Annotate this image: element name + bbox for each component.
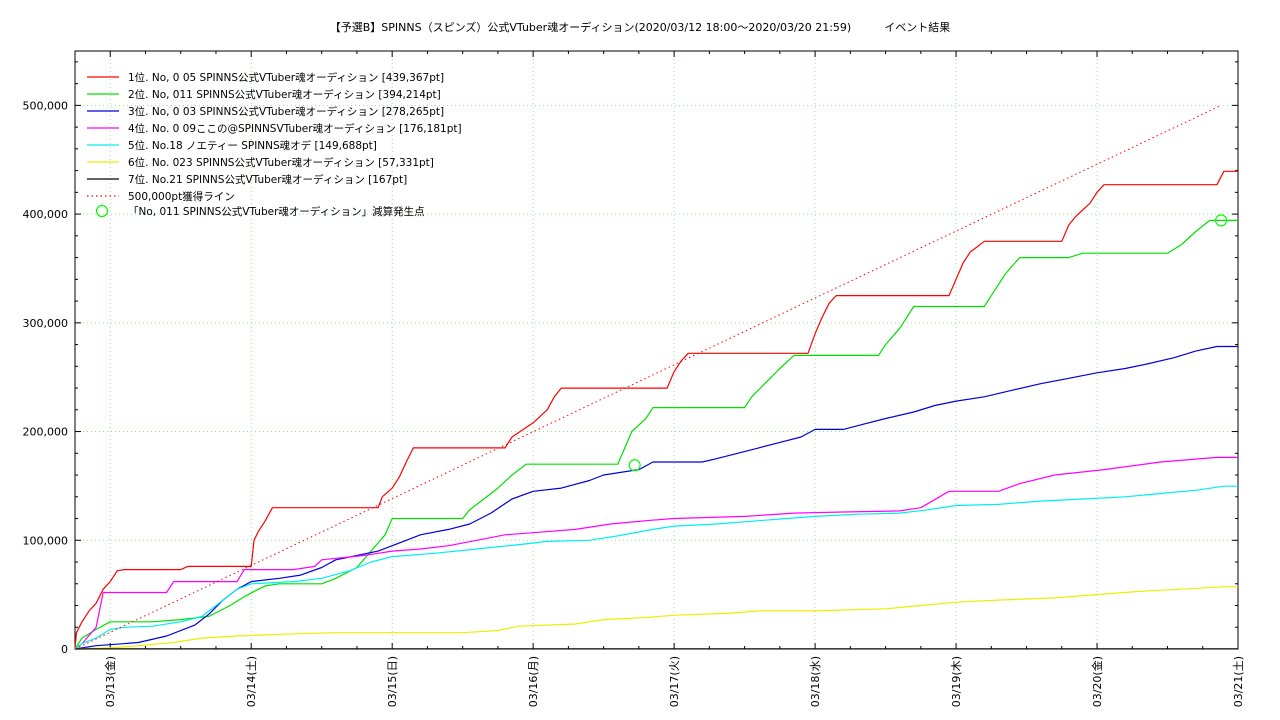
x-tick-label: 03/17(火)	[668, 656, 681, 707]
x-tick-label: 03/13(金)	[103, 656, 117, 707]
legend-label: 500,000pt獲得ライン	[128, 190, 235, 203]
series	[74, 104, 1239, 650]
legend-label: 7位. No.21 SPINNS公式VTuber魂オーディション [167pt]	[128, 173, 407, 186]
x-tick-label: 03/20(金)	[1090, 656, 1104, 707]
legend-marker-swatch	[95, 204, 109, 218]
legend-label: 3位. No, 0 03 SPINNS公式VTuber魂オーディション [278…	[128, 105, 444, 118]
x-tick-label: 03/14(土)	[245, 656, 258, 707]
decrease-marker	[1214, 214, 1228, 227]
legend-label: 「No, 011 SPINNS公式VTuber魂オーディション」減算発生点	[128, 205, 425, 218]
x-tick-label: 03/21(土)	[1232, 656, 1245, 707]
decrease-marker	[628, 459, 641, 472]
y-tick-label: 400,000	[23, 208, 69, 221]
x-tick-label: 03/16(月)	[527, 656, 540, 707]
x-tick-label: 03/18(水)	[809, 656, 822, 707]
x-tick-label: 03/19(木)	[950, 656, 963, 707]
legend-label: 2位. No, 011 SPINNS公式VTuber魂オーディション [394,…	[128, 88, 441, 101]
y-tick-label: 100,000	[23, 534, 69, 547]
series-line-4	[74, 456, 1238, 650]
series-line-5	[74, 485, 1238, 650]
chart-title: 【予選B】SPINNS（スピンズ）公式VTuber魂オーディション(2020/0…	[329, 21, 951, 34]
y-tick-label: 300,000	[23, 317, 69, 330]
legend-label: 6位. No. 023 SPINNS公式VTuber魂オーディション [57,3…	[128, 156, 434, 169]
series-line-8	[74, 104, 1222, 650]
legend-label: 4位. No. 0 09ここの@SPINNSVTuber魂オーディション [17…	[128, 122, 462, 135]
decrease-markers	[628, 214, 1228, 472]
y-tick-label: 500,000	[23, 99, 69, 112]
legend-label: 5位. No.18 ノエティー SPINNS魂オデ [149,688pt]	[128, 139, 377, 152]
series-line-1	[74, 170, 1238, 650]
y-tick-label: 0	[61, 643, 68, 656]
y-tick-label: 200,000	[23, 426, 69, 439]
x-tick-label: 03/15(日)	[386, 656, 399, 707]
legend: 1位. No, 0 05 SPINNS公式VTuber魂オーディション [439…	[87, 71, 462, 218]
axis-ticks: 0 100,000 200,000 300,000 400,000 500,000 03/1…	[23, 51, 1245, 707]
series-line-3	[74, 345, 1238, 650]
legend-label: 1位. No, 0 05 SPINNS公式VTuber魂オーディション [439…	[128, 71, 444, 84]
series-line-6	[74, 586, 1238, 650]
series-line-2	[74, 219, 1238, 650]
